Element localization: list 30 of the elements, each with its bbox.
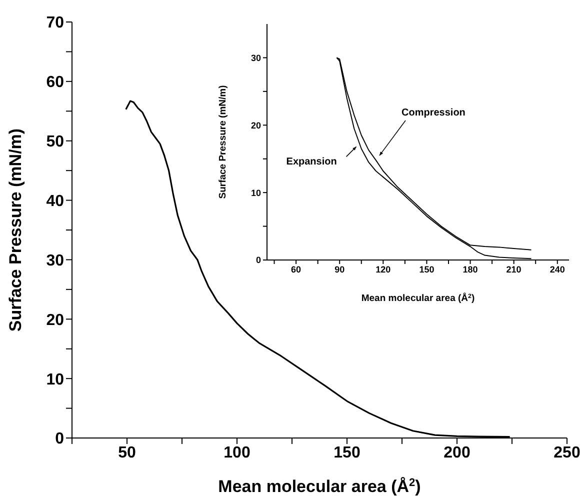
x-tick-label: 180 — [462, 264, 478, 274]
y-tick-label: 20 — [250, 120, 261, 130]
x-tick-label: 90 — [334, 264, 345, 274]
x-tick-label: 200 — [444, 444, 470, 462]
annotation: Compression — [402, 107, 466, 118]
y-tick-label: 10 — [46, 371, 64, 388]
x-tick-label: 50 — [118, 444, 136, 462]
y-tick-label: 60 — [46, 74, 64, 92]
x-tick-label: 250 — [554, 444, 580, 462]
x-tick-label: 240 — [550, 264, 565, 274]
x-tick-label: 120 — [376, 264, 391, 274]
x-tick-label: 210 — [506, 264, 522, 274]
x-tick-label: 150 — [334, 444, 360, 462]
y-axis-title: Surface Pressure (mN/m) — [6, 128, 26, 332]
annotation: Expansion — [286, 156, 337, 168]
y-tick-label: 0 — [256, 255, 261, 266]
y-tick-label: 30 — [250, 52, 261, 63]
y-tick-label: 0 — [55, 430, 64, 448]
y-axis-title: Surface Pressure (mN/m) — [217, 85, 228, 199]
x-tick-label: 100 — [224, 444, 250, 462]
x-tick-label: 150 — [419, 264, 434, 274]
x-axis-title: Mean molecular area (Å$^{2}$) — [218, 477, 421, 496]
y-tick-label: 70 — [46, 14, 64, 32]
y-tick-label: 10 — [250, 188, 261, 198]
y-tick-label: 40 — [46, 192, 64, 210]
y-tick-label: 20 — [46, 312, 64, 329]
x-tick-label: 60 — [291, 264, 302, 274]
y-tick-label: 30 — [46, 252, 64, 270]
y-tick-label: 50 — [46, 134, 64, 151]
x-axis-title: Mean molecular area (Å$^{2}$) — [361, 292, 475, 304]
